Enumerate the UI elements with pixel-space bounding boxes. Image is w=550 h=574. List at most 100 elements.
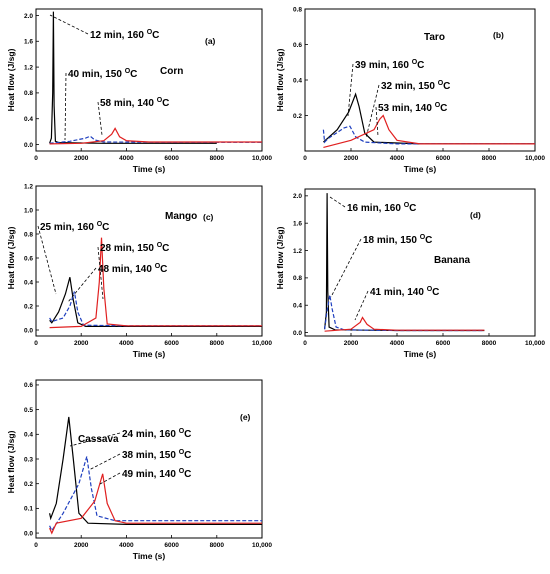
x-axis-label: Time (s) [133,349,166,359]
annotation-unit: C [425,235,432,246]
x-tick-label: 2000 [344,340,359,347]
x-axis-label: Time (s) [404,349,437,359]
chart-panel: 0 2000 4000 6000 8000 10,000 0.2 0.4 0.6 0.8 Time … [275,6,545,174]
y-tick-label: 1.2 [24,64,33,71]
y-tick-label: 1.2 [293,248,302,255]
series-line [324,316,485,332]
annotation-leader [67,267,97,303]
y-axis-label: Heat flow (J/sg) [6,226,16,289]
y-tick-label: 0.8 [293,275,302,282]
y-tick-label: 1.2 [24,183,33,190]
x-tick-label: 10,000 [252,340,272,347]
y-tick-label: 0.4 [24,116,33,123]
annotation-unit: C [409,203,416,214]
peak-annotation: 25 min, 160 OC [40,221,109,233]
x-tick-label: 8000 [210,155,225,162]
series-line [322,125,535,145]
y-tick-label: 0.2 [24,481,33,488]
annotation-leader [354,290,369,321]
x-tick-label: 0 [303,155,307,162]
annotation-text: 32 min, 150 [381,81,438,92]
y-tick-label: 1.0 [24,207,33,214]
annotation-unit: C [184,469,191,480]
x-tick-label: 6000 [164,340,179,347]
y-tick-label: 0.8 [24,90,33,97]
y-tick-label: 2.0 [293,193,302,200]
series-line [324,294,485,332]
annotation-text: 40 min, 150 [68,69,125,80]
plot-frame [304,188,536,337]
panel-letter: (e) [240,412,251,422]
y-axis-label: Heat flow (J/sg) [6,430,16,493]
annotation-degree: O [157,97,163,104]
peak-annotation: 40 min, 150 OC [68,68,137,80]
y-tick-label: 0.4 [293,303,302,310]
peak-annotation: 24 min, 160 OC [122,428,191,440]
panel-letter: (a) [205,36,216,46]
series-line [49,291,262,327]
series-line [49,473,262,535]
series-line [49,127,262,145]
y-tick-label: 0.0 [293,330,302,337]
annotation-unit: C [162,98,169,109]
peak-annotation: 58 min, 140 OC [100,97,169,109]
x-tick-label: 6000 [164,542,179,549]
annotation-text: 24 min, 160 [122,429,179,440]
x-tick-label: 4000 [390,155,405,162]
crop-name: Cassava [78,434,119,445]
annotation-leader [69,432,121,447]
annotation-leader [97,246,104,300]
crop-name: Corn [160,66,183,77]
series-line [49,456,262,532]
x-tick-label: 10,000 [525,155,545,162]
annotation-degree: O [179,468,185,475]
annotation-degree: O [179,449,185,456]
x-tick-label: 4000 [119,340,134,347]
annotation-text: 53 min, 140 [378,103,435,114]
annotation-unit: C [184,450,191,461]
peak-annotation: 12 min, 160 OC [90,29,159,41]
chart-panel: 0 2000 4000 6000 8000 10,000 0.0 0.2 0.4 0.6 0.8 1.… [6,183,272,359]
annotation-text: 48 min, 140 [98,264,155,275]
annotation-degree: O [435,102,441,109]
y-tick-label: 1.6 [24,39,33,46]
x-tick-label: 6000 [436,155,451,162]
x-tick-label: 0 [303,340,307,347]
annotation-leader [347,63,354,117]
y-tick-label: 0.3 [24,456,33,463]
x-tick-label: 0 [34,542,38,549]
x-tick-label: 8000 [210,542,225,549]
annotation-leader [49,14,89,35]
annotation-degree: O [97,221,103,228]
panel-letter: (c) [203,212,214,222]
annotation-leader [365,84,380,139]
y-tick-label: 0.4 [293,77,302,84]
annotation-text: 12 min, 160 [90,30,147,41]
x-tick-label: 2000 [74,542,89,549]
chart-panel: 0 2000 4000 6000 8000 10,000 0.0 0.4 0.8 1.2 1.6 2.… [275,188,545,359]
series-line [49,277,262,327]
annotation-degree: O [179,428,185,435]
annotation-leader [88,453,121,471]
x-tick-label: 10,000 [252,155,272,162]
x-tick-label: 10,000 [525,340,545,347]
annotation-unit: C [184,429,191,440]
x-tick-label: 0 [34,340,38,347]
plot-frame [35,8,263,152]
annotation-unit: C [160,264,167,275]
x-tick-label: 4000 [119,542,134,549]
y-tick-label: 0.6 [293,42,302,49]
annotation-text: 49 min, 140 [122,469,179,480]
peak-annotation: 32 min, 150 OC [381,80,450,92]
y-tick-label: 0.4 [24,432,33,439]
y-tick-label: 0.1 [24,506,33,513]
y-tick-label: 0.0 [24,142,33,149]
annotation-unit: C [130,69,137,80]
crop-name: Mango [165,211,197,222]
x-tick-label: 2000 [74,340,89,347]
annotation-degree: O [157,242,163,249]
x-tick-label: 8000 [210,340,225,347]
series-line [323,114,535,148]
y-tick-label: 0.0 [24,327,33,334]
